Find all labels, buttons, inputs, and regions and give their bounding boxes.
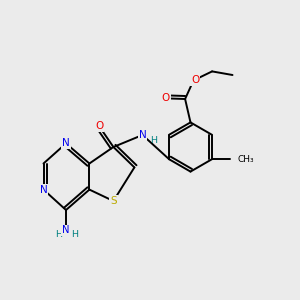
- Text: N: N: [62, 138, 70, 148]
- Text: CH₃: CH₃: [237, 155, 253, 164]
- Text: N: N: [62, 225, 69, 236]
- Text: O: O: [191, 75, 199, 85]
- Text: O: O: [162, 93, 170, 103]
- Text: N: N: [40, 184, 47, 195]
- Text: S: S: [110, 196, 117, 206]
- Text: H: H: [150, 136, 158, 145]
- Text: H: H: [71, 230, 78, 239]
- Text: N: N: [139, 130, 146, 140]
- Text: O: O: [95, 121, 103, 131]
- Text: H: H: [55, 230, 62, 239]
